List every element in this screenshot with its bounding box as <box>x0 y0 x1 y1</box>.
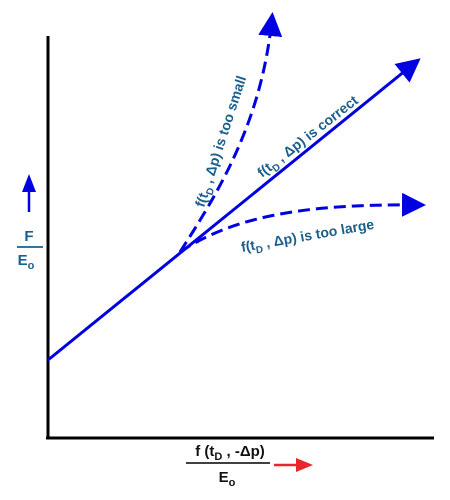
x-label-denominator: Eo <box>219 469 236 489</box>
too-large-curve <box>179 192 426 254</box>
correct-line <box>47 58 421 362</box>
too-small-curve <box>178 12 283 253</box>
correct-label: f(tD , Δp) is correct <box>254 92 364 184</box>
too-small-label: f(tD , Δp) is too small <box>192 74 253 211</box>
y-label-numerator: F <box>24 228 33 245</box>
x-axis-label: f (tD , -Δp) Eo <box>186 443 313 489</box>
y-label-denominator: Eo <box>18 252 35 272</box>
y-axis-label: F Eo <box>17 174 43 272</box>
x-label-numerator: f (tD , -Δp) <box>195 443 265 463</box>
too-large-label: f(tD , Δp) is too large <box>240 216 376 259</box>
y-up-arrow-head <box>22 174 36 192</box>
x-right-arrow-head <box>296 458 313 472</box>
